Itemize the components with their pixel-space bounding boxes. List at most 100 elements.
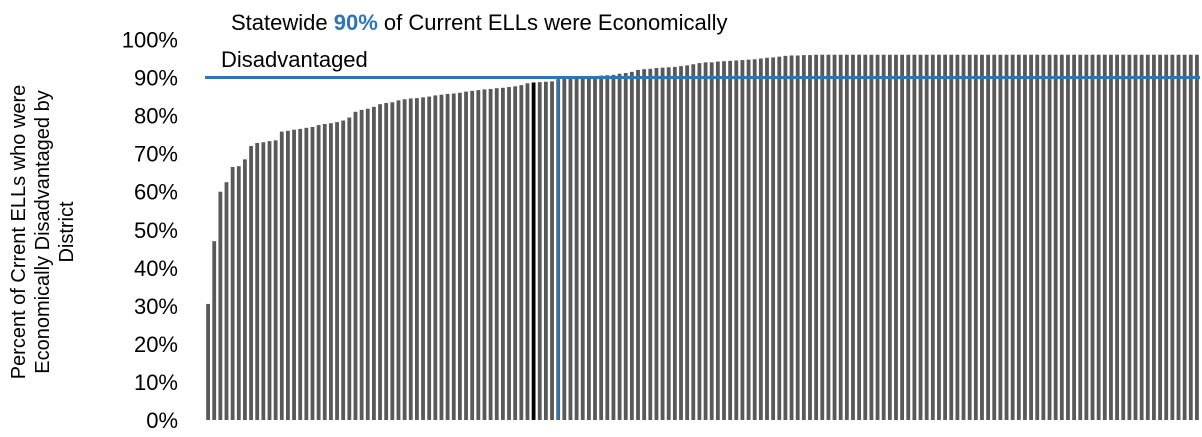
bar [279,131,284,420]
bar [593,76,597,420]
bar [243,159,247,421]
y-tick-label: 10% [134,370,178,395]
bar [322,123,327,420]
bar [672,66,677,421]
bar [298,128,303,421]
bar [654,68,659,420]
annotation-highlight-value: 90% [334,10,378,35]
bar [998,54,1003,420]
bar [1059,54,1064,420]
annotation-prefix: Statewide [231,10,334,35]
bar [599,75,604,421]
bar [1127,54,1132,420]
bar [1158,54,1162,420]
bar [513,86,518,421]
bar [623,72,628,420]
bar [660,67,665,420]
bar [851,54,855,420]
bar [224,182,229,420]
bar [525,83,530,420]
bar [402,99,407,421]
bar [685,65,690,421]
y-tick-label: 50% [134,218,178,243]
bar [1041,54,1046,420]
bar [427,96,432,420]
bar [795,55,800,420]
bar [1016,54,1021,420]
bar [1195,54,1199,420]
bar [365,108,370,420]
bar [316,125,321,421]
bar [335,122,339,420]
bar [875,54,880,420]
bar [236,166,241,420]
bar [206,303,210,420]
bar [967,54,972,420]
bar [636,69,640,420]
bar [396,100,401,420]
bar [611,74,616,420]
bar [1053,54,1058,420]
bar [550,81,554,421]
y-axis-title-line-3: District [56,201,78,263]
bar [887,54,892,420]
bar [691,64,696,420]
bar [900,54,905,420]
bar [986,54,991,420]
bar [586,76,591,420]
bar [980,54,984,420]
bar [218,191,223,420]
bar [857,54,862,420]
bar [543,81,548,421]
bar [629,71,634,420]
bar [574,77,579,421]
bar [679,66,683,420]
bar [249,146,253,421]
y-tick-label: 20% [134,332,178,357]
bar [1176,54,1181,420]
bar [881,54,886,420]
bar [930,54,935,420]
bar [568,77,573,421]
bar [949,54,954,420]
bar [973,54,978,420]
bar [1139,54,1144,420]
bar [267,141,272,420]
bar [384,103,389,420]
bar [1096,54,1101,420]
bar [414,98,419,420]
bar [1133,54,1138,420]
bar [408,98,413,420]
bar [537,82,542,421]
bar [445,93,450,420]
bar [1090,54,1095,420]
bar [1115,54,1119,420]
bar [715,61,720,420]
y-tick-label: 90% [134,66,178,91]
bar [1072,54,1076,420]
bar [433,95,438,421]
statewide-annotation: Statewide 90% of Current ELLs were Econo… [221,10,728,72]
y-axis-title-line-2: Economically Disadvantaged by [32,90,54,374]
bar [470,90,475,421]
bar [820,54,825,420]
bar [439,94,444,421]
bar [709,62,714,420]
y-tick-label: 100% [122,28,178,53]
bar [212,241,217,420]
y-tick-label: 80% [134,104,178,129]
bar [1029,54,1033,420]
bar [752,59,757,420]
bar [734,60,739,421]
bar [918,54,923,420]
bar [697,63,702,421]
y-tick-label: 70% [134,142,178,167]
bar [863,54,868,420]
bar [722,61,726,420]
bar [869,54,874,420]
bar [1035,54,1040,420]
bar [359,109,364,420]
bar [464,91,468,420]
bar [372,106,376,420]
